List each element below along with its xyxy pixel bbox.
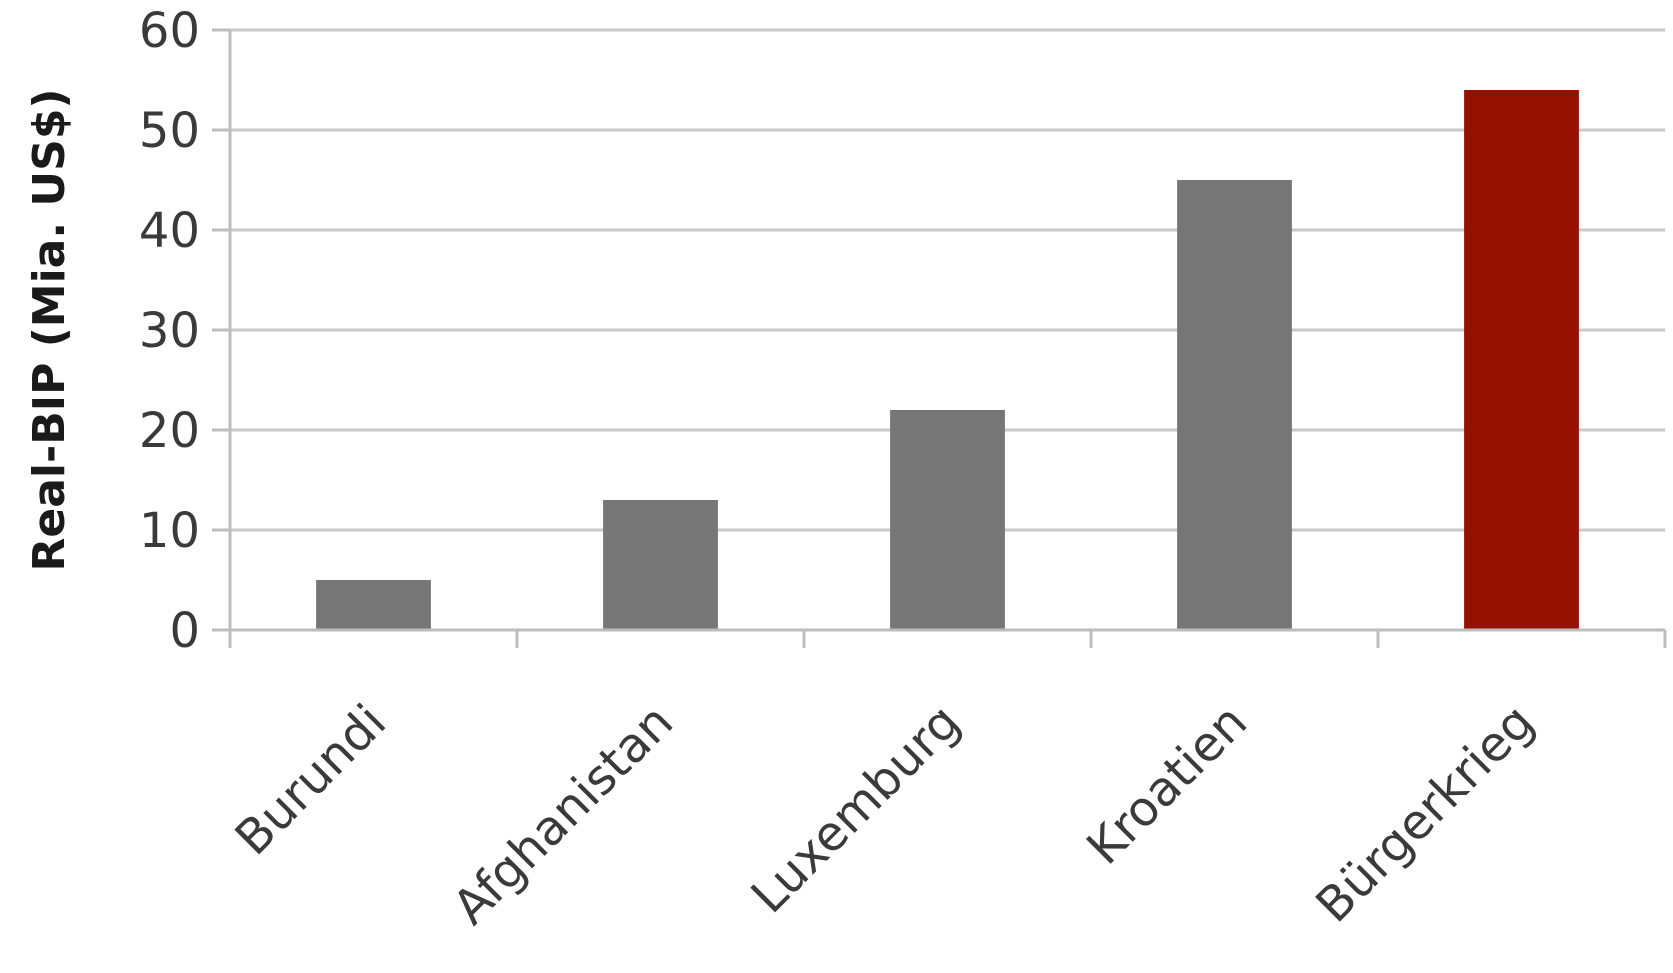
- bars: [316, 90, 1579, 630]
- bar-kroatien: [1177, 180, 1292, 630]
- x-category-label: Afghanistan: [442, 694, 684, 936]
- y-tick-label: 50: [139, 103, 200, 159]
- axes: [212, 28, 1667, 648]
- bar-burundi: [316, 580, 431, 630]
- bar-b-rgerkrieg: [1464, 90, 1579, 630]
- y-tick-label: 30: [139, 303, 200, 359]
- y-tick-label: 10: [139, 503, 200, 559]
- x-category-label: Burundi: [225, 694, 397, 866]
- y-tick-label: 40: [139, 203, 200, 259]
- y-tick-label: 20: [139, 403, 200, 459]
- x-category-label: Bürgerkrieg: [1305, 694, 1545, 934]
- gridlines: [230, 28, 1665, 532]
- labels: 0 10 20 30 40 50 60 Burundi Afghanistan Luxemburg…: [139, 3, 1545, 936]
- x-category-label: Kroatien: [1076, 694, 1258, 876]
- y-tick-label: 0: [169, 603, 200, 659]
- x-category-label: Luxemburg: [741, 694, 971, 924]
- y-tick-label: 60: [139, 3, 200, 59]
- y-axis-title: Real-BIP (Mia. US$): [24, 88, 75, 571]
- bar-afghanistan: [603, 500, 718, 630]
- bar-luxemburg: [890, 410, 1005, 630]
